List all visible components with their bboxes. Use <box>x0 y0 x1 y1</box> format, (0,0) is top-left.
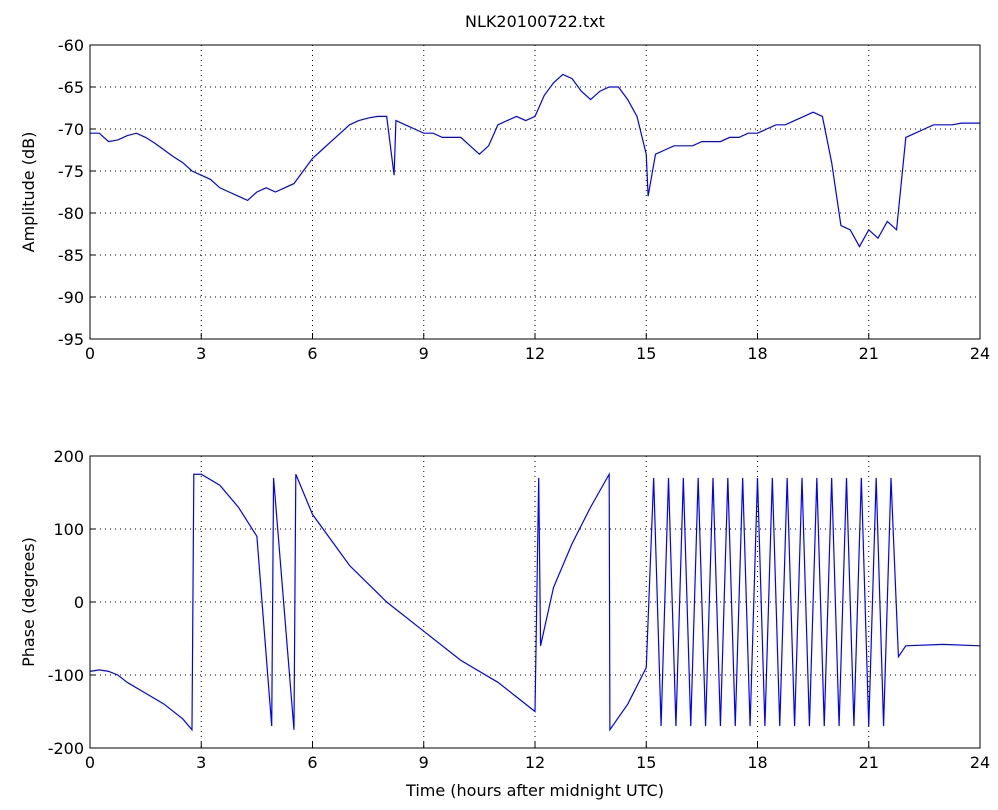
y-tick-label: -75 <box>58 162 84 181</box>
y-tick-label: 100 <box>53 520 84 539</box>
x-tick-label: 21 <box>859 753 879 772</box>
y-axis-label: Phase (degrees) <box>19 537 38 667</box>
x-tick-label: 15 <box>636 753 656 772</box>
y-axis-label: Amplitude (dB) <box>19 132 38 253</box>
y-tick-label: -70 <box>58 120 84 139</box>
x-tick-label: 9 <box>419 753 429 772</box>
y-tick-label: -60 <box>58 36 84 55</box>
x-tick-label: 0 <box>85 344 95 363</box>
x-tick-label: 18 <box>747 753 767 772</box>
y-tick-label: 0 <box>74 593 84 612</box>
x-tick-label: 15 <box>636 344 656 363</box>
axes-box <box>89 44 981 340</box>
y-tick-label: 200 <box>53 447 84 466</box>
x-tick-label: 6 <box>307 753 317 772</box>
y-tick-label: -200 <box>48 739 84 758</box>
axes-box <box>89 455 981 749</box>
y-tick-label: -90 <box>58 288 84 307</box>
x-tick-label: 0 <box>85 753 95 772</box>
data-line <box>90 73 980 248</box>
y-tick-label: -95 <box>58 330 84 349</box>
x-tick-label: 3 <box>196 344 206 363</box>
y-tick-label: -65 <box>58 78 84 97</box>
x-tick-label: 12 <box>525 344 545 363</box>
data-line <box>89 471 981 732</box>
x-tick-label: 9 <box>419 344 429 363</box>
x-tick-label: 6 <box>307 344 317 363</box>
x-tick-label: 24 <box>970 344 990 363</box>
x-tick-label: 12 <box>525 753 545 772</box>
chart-title: NLK20100722.txt <box>465 12 605 31</box>
y-tick-label: -100 <box>48 666 84 685</box>
x-tick-label: 21 <box>859 344 879 363</box>
x-tick-label: 18 <box>747 344 767 363</box>
x-tick-label: 3 <box>196 753 206 772</box>
x-tick-label: 24 <box>970 753 990 772</box>
x-axis-label: Time (hours after midnight UTC) <box>405 781 664 800</box>
y-tick-label: -80 <box>58 204 84 223</box>
y-tick-label: -85 <box>58 246 84 265</box>
